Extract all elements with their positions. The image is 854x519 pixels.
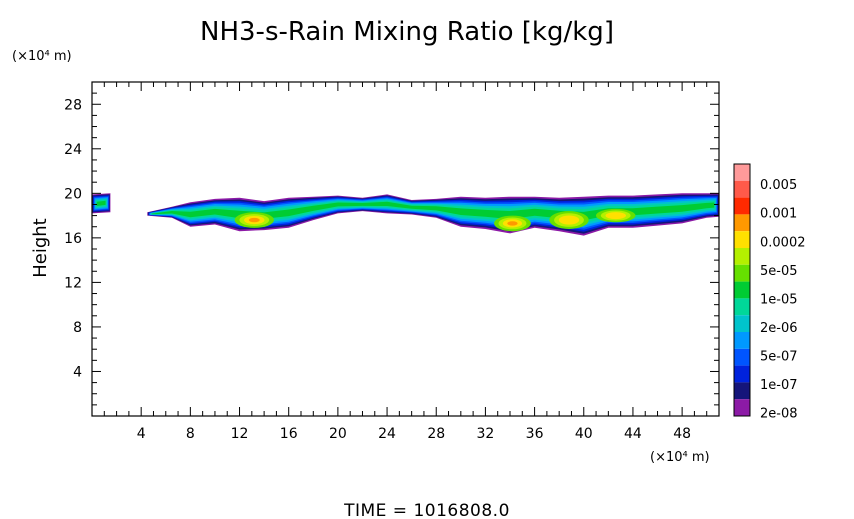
colorbar-label: 1e-05 — [760, 292, 798, 307]
y-tick-label: 24 — [64, 142, 82, 158]
time-label: TIME = 1016808.0 — [343, 501, 510, 519]
plot-frame — [91, 81, 720, 417]
colorbar-label: 2e-06 — [760, 321, 798, 336]
colorbar-swatch — [734, 264, 750, 282]
colorbar-swatch — [734, 214, 750, 232]
colorbar-swatch — [734, 298, 750, 316]
colorbar-swatch — [734, 332, 750, 349]
colorbar-label: 1e-07 — [760, 378, 798, 393]
colorbar-frame — [733, 163, 751, 417]
y-axis-label: Height — [30, 218, 51, 278]
x-tick-label: 48 — [673, 426, 691, 442]
chart-title: NH3-s-Rain Mixing Ratio [kg/kg] — [200, 17, 614, 47]
colorbar-swatch — [734, 281, 750, 299]
colorbar-label: 5e-07 — [760, 350, 798, 365]
colorbar-swatch — [734, 382, 750, 400]
colorbar-swatch — [734, 197, 750, 215]
colorbar: 0.005 0.001 0.0002 5e-05 1e-05 2e-06 5e-07 1e-0… — [733, 163, 806, 422]
hot-spot-1-level-3 — [507, 221, 518, 226]
hot-spot-2-level-2 — [558, 215, 580, 225]
colorbar-swatch — [734, 180, 750, 198]
x-tick-label: 8 — [186, 426, 195, 442]
colorbar-label: 0.0002 — [760, 235, 806, 250]
colorbar-swatch — [734, 164, 750, 181]
y-tick-label: 28 — [64, 97, 82, 113]
y-axis-unit: (×10⁴ m) — [12, 49, 72, 64]
y-tick-label: 12 — [64, 275, 82, 291]
colorbar-label: 5e-05 — [760, 264, 798, 279]
y-tick-label: 20 — [64, 186, 82, 202]
x-tick-label: 36 — [526, 426, 544, 442]
x-axis-unit: (×10⁴ m) — [650, 450, 710, 465]
colorbar-swatch — [734, 231, 750, 248]
mixing-ratio-field — [92, 193, 720, 236]
colorbar-swatch — [734, 248, 750, 265]
x-tick-label: 16 — [280, 426, 298, 442]
x-tick-label: 20 — [329, 426, 347, 442]
x-tick-label: 44 — [624, 426, 642, 442]
x-tick-label: 24 — [378, 426, 396, 442]
x-tick-label: 28 — [427, 426, 445, 442]
x-tick-label: 12 — [231, 426, 249, 442]
colorbar-swatch — [734, 348, 750, 366]
field-band-0-level-7 — [96, 200, 106, 206]
colorbar-swatch — [734, 399, 750, 416]
colorbar-swatch — [734, 315, 750, 332]
colorbar-label: 0.001 — [760, 207, 797, 222]
hot-spot-3-level-2 — [605, 212, 626, 220]
x-tick-label: 32 — [476, 426, 494, 442]
hot-spot-0-level-3 — [248, 217, 260, 223]
colorbar-swatch — [734, 365, 750, 383]
x-tick-label: 40 — [575, 426, 593, 442]
colorbar-label: 0.005 — [760, 178, 797, 193]
x-tick-label: 4 — [137, 426, 146, 442]
y-tick-label: 4 — [73, 364, 82, 380]
colorbar-label: 2e-08 — [760, 407, 798, 422]
y-tick-label: 8 — [73, 320, 82, 336]
y-tick-label: 16 — [64, 231, 82, 247]
